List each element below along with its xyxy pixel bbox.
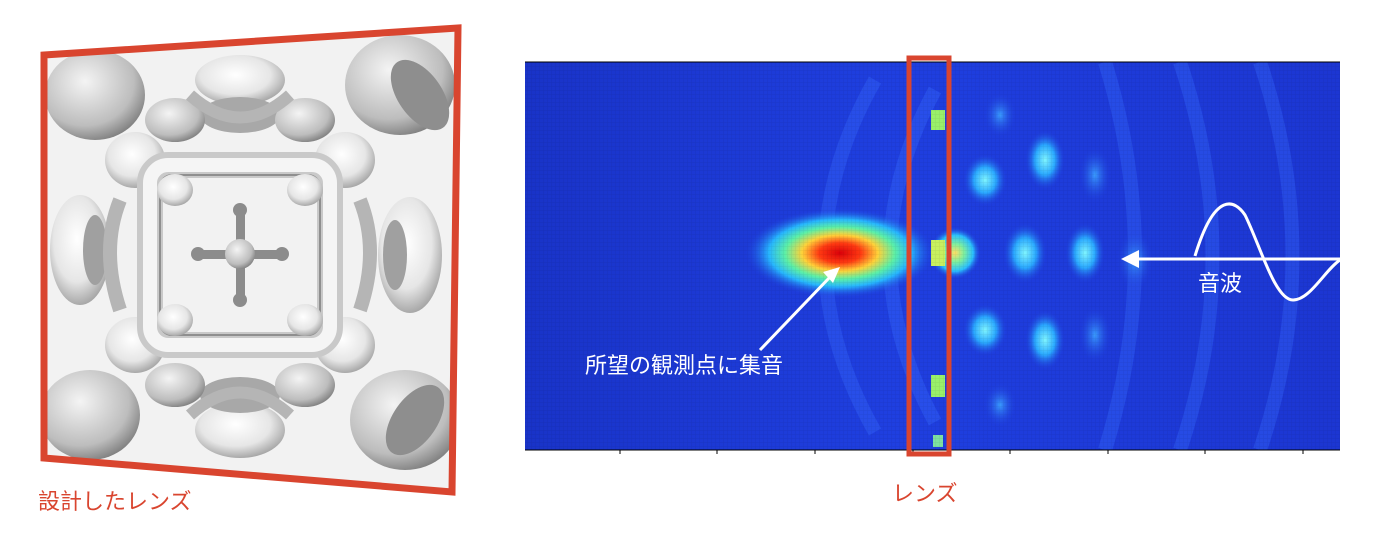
lens-structure-drawing [40, 24, 462, 496]
focus-arrow [758, 275, 832, 352]
lens-frame [40, 24, 462, 496]
lens-shapes [44, 35, 458, 470]
lens-label: レンズ [892, 482, 958, 507]
sound-field-plot [525, 55, 1345, 457]
lens-structure-figure: 設計したレンズ [0, 0, 500, 532]
sound-field-figure: 所望の観測点に集音 音波 [515, 50, 1350, 510]
lens-highlight-frame [906, 55, 952, 457]
lens-caption: 設計したレンズ [38, 490, 192, 515]
focus-arrow-head [823, 267, 840, 283]
focus-label: 所望の観測点に集音 [585, 354, 784, 379]
sound-wave-label: 音波 [1198, 272, 1243, 297]
wave-arrow-head [1121, 250, 1139, 268]
